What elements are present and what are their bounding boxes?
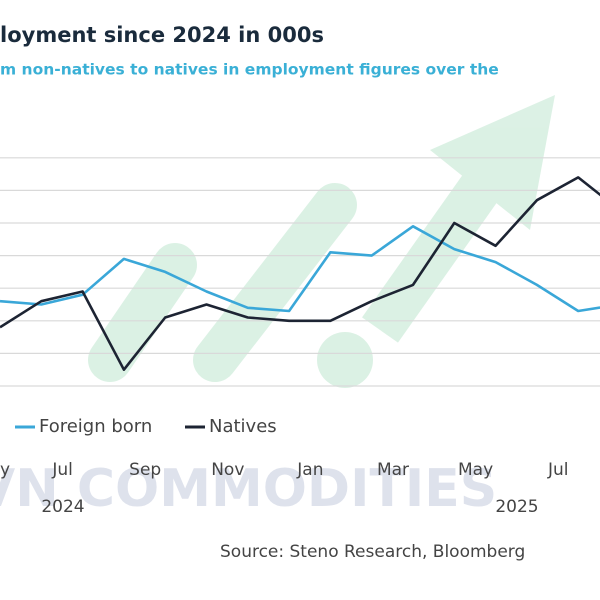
x-tick-label: Nov (211, 460, 244, 480)
x-tick-label: May (458, 460, 493, 480)
x-tick-label: Jul (51, 460, 73, 480)
watermark: VN COMMODITIES (0, 459, 497, 519)
chart-subtitle: m non-natives to natives in employment f… (0, 61, 499, 79)
legend-label: Foreign born (39, 416, 152, 437)
year-label: 2025 (495, 497, 538, 517)
x-tick-label: y (0, 460, 10, 480)
x-tick-label: Jan (296, 460, 323, 480)
series-line (0, 225, 600, 313)
series-line (0, 176, 600, 371)
x-tick-label: Jul (547, 460, 569, 480)
year-label: 2024 (41, 497, 84, 517)
source: Source: Steno Research, Bloomberg (220, 542, 525, 562)
x-tick-label: Mar (377, 460, 409, 480)
x-tick-label: Sep (129, 460, 161, 480)
chart-title: loyment since 2024 in 000s (0, 23, 324, 47)
legend-label: Natives (209, 416, 277, 437)
